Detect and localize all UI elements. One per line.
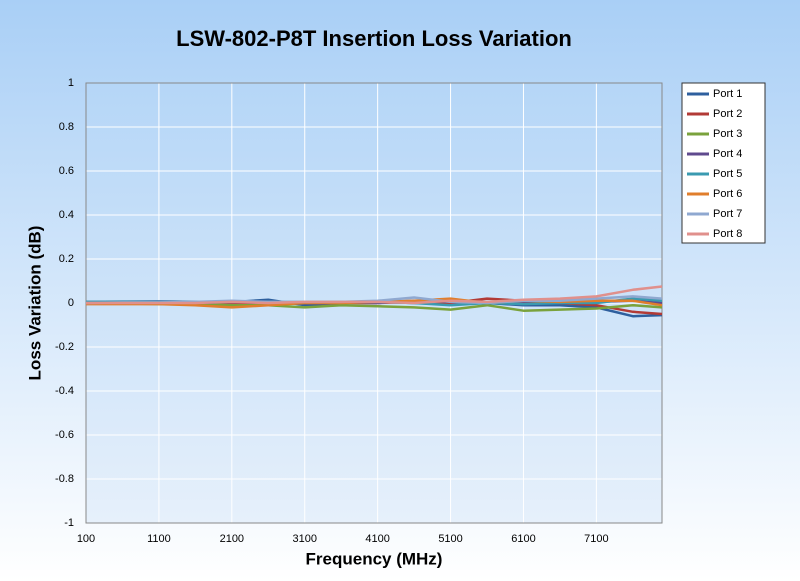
legend-label: Port 8 bbox=[713, 228, 742, 240]
chart-title: LSW-802-P8T Insertion Loss Variation bbox=[176, 26, 572, 51]
y-tick-label: 0.6 bbox=[59, 165, 74, 177]
y-tick-label: -0.8 bbox=[55, 473, 74, 485]
legend-label: Port 5 bbox=[713, 168, 742, 180]
x-tick-label: 1100 bbox=[147, 533, 171, 545]
y-axis-label: Loss Variation (dB) bbox=[25, 226, 44, 381]
y-tick-label: 1 bbox=[68, 77, 74, 89]
x-tick-label: 6100 bbox=[511, 533, 535, 545]
legend-label: Port 4 bbox=[713, 148, 742, 160]
y-tick-label: -0.6 bbox=[55, 429, 74, 441]
legend-label: Port 2 bbox=[713, 108, 742, 120]
x-tick-label: 7100 bbox=[584, 533, 608, 545]
x-tick-label: 5100 bbox=[438, 533, 462, 545]
legend-label: Port 3 bbox=[713, 128, 742, 140]
y-tick-label: 0.8 bbox=[59, 121, 74, 133]
series-line bbox=[86, 285, 663, 305]
x-tick-label: 4100 bbox=[365, 533, 389, 545]
x-tick-label: 2100 bbox=[220, 533, 244, 545]
legend bbox=[681, 82, 766, 244]
legend-label: Port 1 bbox=[713, 88, 742, 100]
y-tick-label: -1 bbox=[64, 517, 74, 529]
y-tick-label: -0.2 bbox=[55, 341, 74, 353]
legend-label: Port 6 bbox=[713, 188, 742, 200]
x-axis-label: Frequency (MHz) bbox=[306, 549, 443, 568]
y-tick-label: 0.2 bbox=[59, 253, 74, 265]
x-tick-label: 100 bbox=[77, 533, 95, 545]
x-tick-label: 3100 bbox=[292, 533, 316, 545]
legend-label: Port 7 bbox=[713, 208, 742, 220]
y-tick-label: 0.4 bbox=[59, 209, 74, 221]
y-tick-label: -0.4 bbox=[55, 385, 74, 397]
y-tick-label: 0 bbox=[68, 297, 74, 309]
